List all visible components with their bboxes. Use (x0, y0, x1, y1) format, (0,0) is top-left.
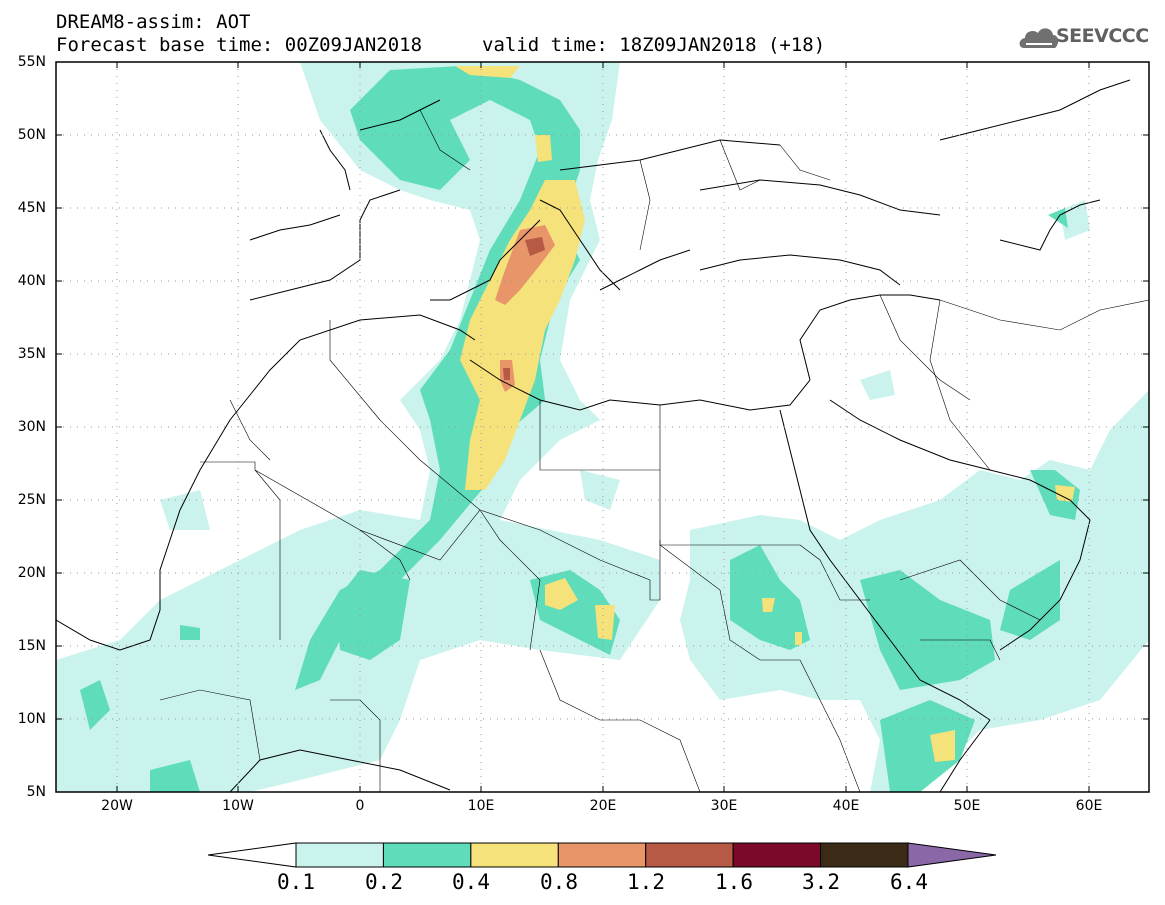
lat-label: 30N (17, 419, 46, 435)
lat-label: 50N (17, 127, 46, 143)
lon-label: 20W (101, 798, 133, 814)
colorbar-label: 3.2 (802, 870, 840, 894)
map-title: DREAM8-assim: AOT (56, 11, 251, 33)
colorbar-cell (732, 842, 822, 868)
colorbar-label: 0.8 (540, 870, 578, 894)
aot-contour-0.2 (80, 66, 1080, 792)
lon-label: 30E (710, 798, 738, 814)
lat-label: 40N (17, 273, 46, 289)
lon-label: 50E (953, 798, 981, 814)
colorbar-label: 0.1 (277, 870, 315, 894)
lon-label: 10E (467, 798, 495, 814)
lon-label: 60E (1075, 798, 1103, 814)
lat-label: 20N (17, 565, 46, 581)
axis-ticks (56, 61, 1149, 793)
colorbar-cell (382, 842, 472, 868)
valid-time: valid time: 18Z09JAN2018 (+18) (482, 34, 826, 56)
colorbar-cell (470, 842, 559, 868)
colorbar-label: 0.2 (365, 870, 403, 894)
lat-label: 55N (17, 54, 46, 70)
colorbar-cell (645, 842, 734, 868)
colorbar-label: 1.6 (715, 870, 753, 894)
aot-contour-1.2 (503, 237, 545, 380)
colorbar-cell (295, 842, 384, 868)
country-borders (159, 109, 1149, 792)
colorbar (207, 842, 997, 868)
aot-contour-0.4 (455, 66, 1075, 762)
lon-label: 10W (222, 798, 254, 814)
colorbar-label: 6.4 (890, 870, 928, 894)
coastlines (56, 79, 1131, 792)
lat-label: 5N (26, 784, 46, 800)
lat-label: 25N (17, 492, 46, 508)
colorbar-label: 0.4 (452, 870, 490, 894)
graticule (56, 62, 1149, 792)
lon-label: 40E (832, 798, 860, 814)
lat-label: 10N (17, 711, 46, 727)
lat-label: 15N (17, 638, 46, 654)
seevccc-logo: SEEVCCC (1056, 25, 1149, 47)
cloud-icon (1019, 28, 1059, 48)
lon-label: 20E (589, 798, 617, 814)
lon-label: 0 (355, 798, 365, 814)
colorbar-low-arrow (207, 842, 297, 868)
forecast-base-time: Forecast base time: 00Z09JAN2018 (56, 34, 423, 56)
lat-label: 35N (17, 346, 46, 362)
colorbar-label: 1.2 (627, 870, 665, 894)
colorbar-cell (557, 842, 647, 868)
colorbar-high-arrow (907, 842, 997, 868)
lat-label: 45N (17, 200, 46, 216)
colorbar-cell (820, 842, 909, 868)
